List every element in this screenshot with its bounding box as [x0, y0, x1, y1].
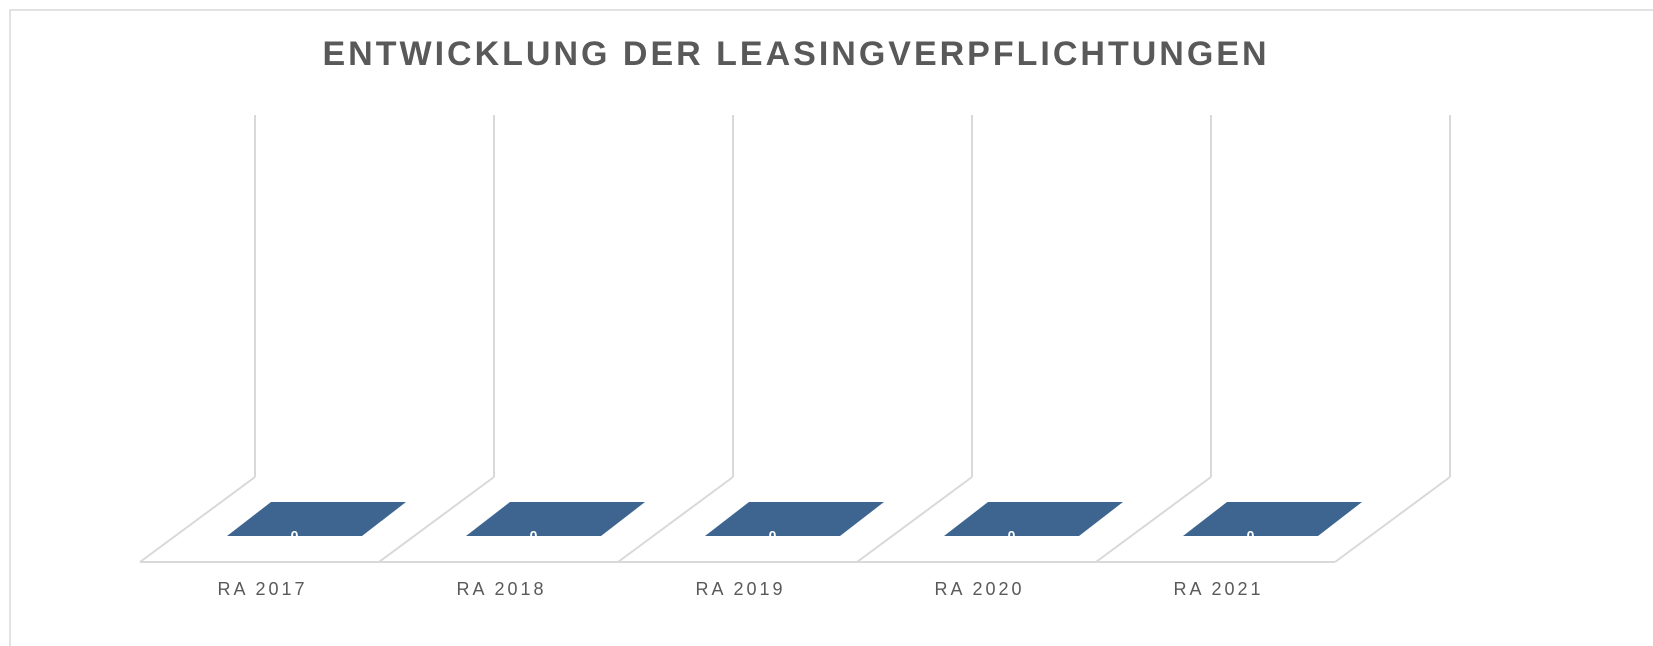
- x-tick-label: RA 2018: [456, 579, 546, 599]
- bar-top: [227, 502, 406, 536]
- bar-top: [944, 502, 1123, 536]
- bar: [466, 502, 645, 536]
- data-label: 0: [530, 528, 538, 544]
- floor-edge: [378, 476, 495, 563]
- chart-title: ENTWICKLUNG DER LEASINGVERPFLICHTUNGEN: [323, 35, 1270, 73]
- data-label: 0: [1247, 528, 1255, 544]
- bar-top: [466, 502, 645, 536]
- floor-edge: [1334, 476, 1451, 563]
- bar-top: [705, 502, 884, 536]
- chart-border: [9, 9, 1653, 646]
- floor-edge: [1095, 476, 1212, 563]
- floor-edge: [856, 476, 973, 563]
- floor-edge: [139, 476, 256, 563]
- data-label: 0: [1008, 528, 1016, 544]
- x-tick-label: RA 2020: [934, 579, 1024, 599]
- floor-edge: [617, 476, 734, 563]
- data-label: 0: [769, 528, 777, 544]
- bar: [1183, 502, 1362, 536]
- data-label: 0: [291, 528, 299, 544]
- bar: [705, 502, 884, 536]
- bar-top: [1183, 502, 1362, 536]
- bar: [944, 502, 1123, 536]
- x-tick-label: RA 2019: [695, 579, 785, 599]
- x-tick-label: RA 2017: [217, 579, 307, 599]
- x-tick-label: RA 2021: [1173, 579, 1263, 599]
- bar: [227, 502, 406, 536]
